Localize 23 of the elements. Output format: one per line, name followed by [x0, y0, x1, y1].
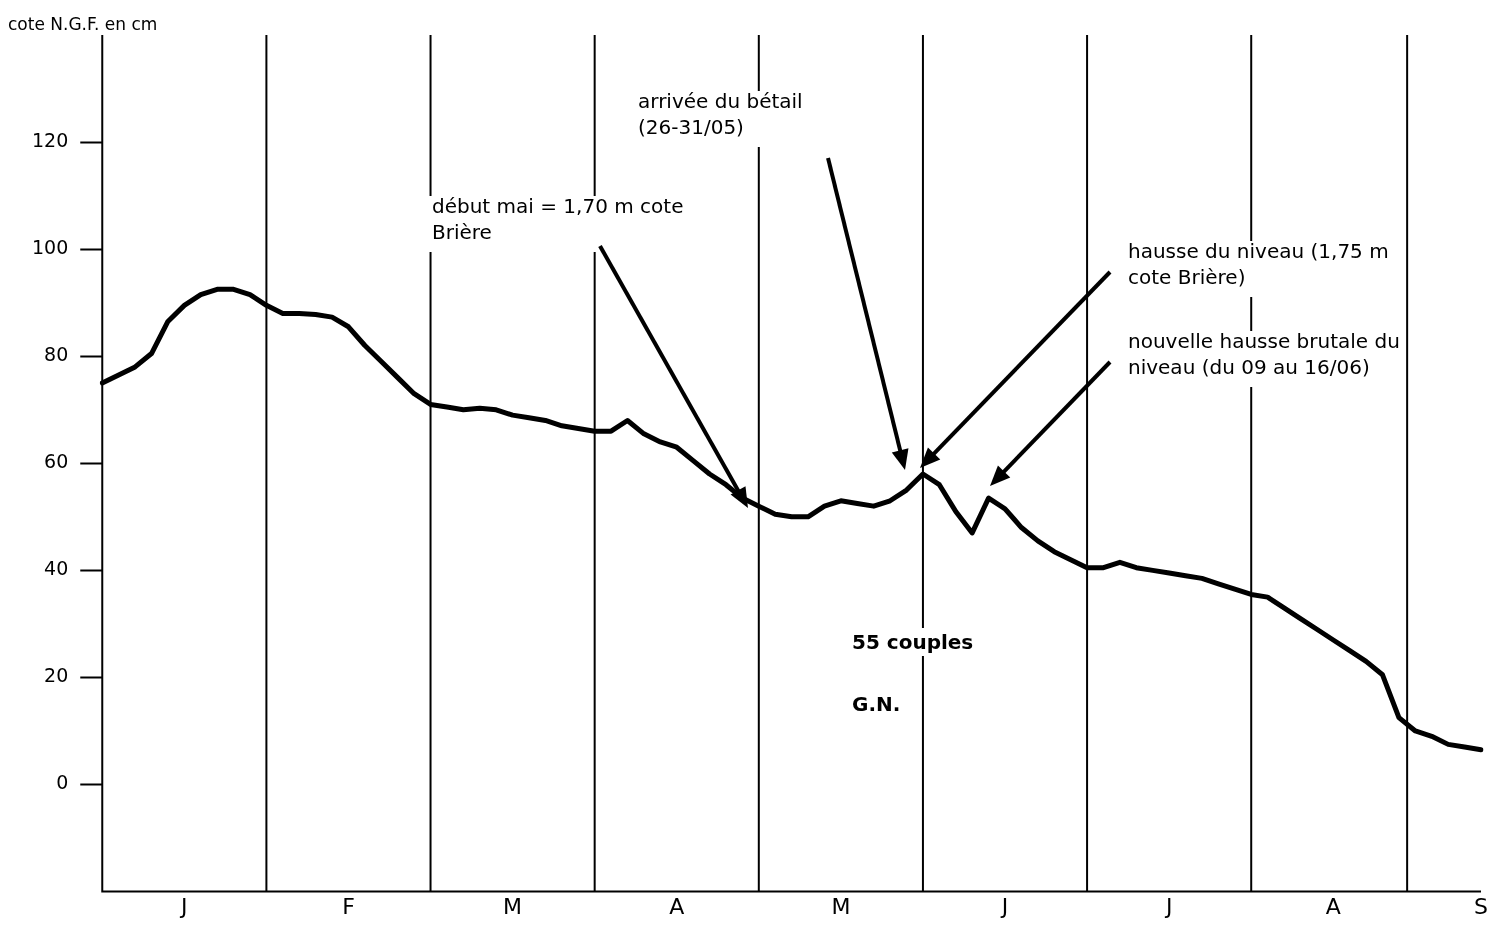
x-tick-label: A	[1325, 893, 1341, 919]
annotation: hausse du niveau (1,75 m cote Brière)	[1128, 239, 1389, 290]
annotation: début mai = 1,70 m cote Brière	[432, 194, 684, 245]
x-tick-label: J	[999, 893, 1009, 919]
x-tick-label: S	[1474, 893, 1488, 919]
y-tick-label: 40	[44, 557, 69, 580]
y-axis-title: cote N.G.F. en cm	[8, 14, 158, 34]
x-tick-label: M	[503, 893, 523, 919]
annotation: G.N.	[848, 690, 905, 718]
x-tick-label: A	[669, 893, 685, 919]
x-tick-label: J	[1163, 893, 1173, 919]
y-tick-label: 80	[44, 343, 69, 366]
annotation: 55 couples	[848, 628, 978, 656]
x-tick-label: J	[179, 893, 188, 919]
y-tick-label: 100	[32, 236, 69, 259]
y-tick-label: 60	[44, 450, 69, 473]
y-tick-label: 120	[32, 129, 69, 152]
annotation: arrivée du bétail (26-31/05)	[638, 89, 803, 140]
x-tick-label: M	[831, 893, 851, 919]
y-tick-label: 0	[56, 771, 69, 794]
x-tick-label: F	[342, 893, 355, 919]
annotation: nouvelle hausse brutale du niveau (du 09 au 16/06)	[1128, 329, 1400, 380]
y-tick-label: 20	[44, 664, 69, 687]
